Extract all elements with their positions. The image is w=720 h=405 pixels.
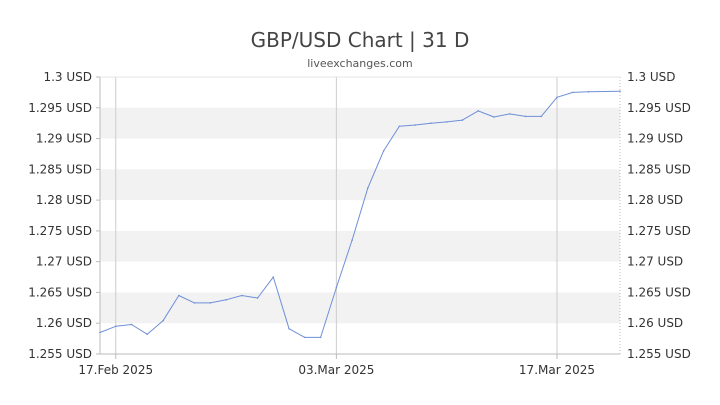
data-point [587, 90, 590, 93]
grid-band [100, 107, 620, 139]
data-point [382, 150, 385, 152]
data-point [461, 119, 464, 121]
data-point [99, 331, 101, 334]
data-point [477, 110, 479, 112]
data-point [193, 302, 196, 304]
data-point [114, 325, 117, 328]
y-axis-left-ticks: 1.3 USD 1.295 USD 1.29 USD 1.285 USD 1.28 US… [28, 70, 100, 361]
data-point [130, 323, 133, 326]
y-tick-label-right: 1.3 USD [627, 70, 676, 84]
data-point [225, 299, 227, 301]
x-tick-label: 17.Mar 2025 [519, 363, 595, 377]
chart-title: GBP/USD Chart | 31 D [251, 28, 470, 52]
x-axis-ticks: 17.Feb 2025 03.Mar 2025 17.Mar 2025 [78, 354, 595, 377]
x-tick-label: 03.Mar 2025 [298, 363, 374, 377]
y-tick-label-right: 1.255 USD [627, 347, 691, 361]
data-point [556, 96, 558, 99]
y-tick-label-left: 1.28 USD [36, 193, 92, 207]
y-tick-label-right: 1.26 USD [627, 316, 683, 330]
y-tick-label-right: 1.265 USD [627, 285, 691, 299]
x-tick-label: 17.Feb 2025 [78, 363, 153, 377]
data-point [619, 90, 621, 92]
data-point [319, 336, 322, 339]
data-point [430, 122, 432, 124]
data-point [524, 115, 527, 118]
y-tick-label-left: 1.27 USD [36, 255, 92, 269]
y-tick-label-right: 1.27 USD [627, 255, 683, 269]
data-point [351, 239, 353, 241]
grid-band [100, 230, 620, 262]
data-point [367, 187, 369, 189]
axes [99, 76, 621, 355]
y-tick-label-left: 1.265 USD [28, 285, 92, 299]
y-tick-label-left: 1.275 USD [28, 224, 92, 238]
y-tick-label-left: 1.26 USD [36, 316, 92, 330]
data-point [508, 113, 511, 115]
grid-band [100, 292, 620, 324]
data-point [304, 336, 306, 339]
y-tick-label-right: 1.275 USD [627, 224, 691, 238]
chart-subtitle: liveexchanges.com [307, 57, 412, 70]
grid-bands [100, 107, 620, 324]
y-tick-label-right: 1.29 USD [627, 132, 683, 146]
data-point [414, 124, 416, 126]
series-layer [99, 90, 621, 339]
vertical-gridlines [115, 77, 558, 354]
data-point [445, 121, 448, 123]
data-point [335, 286, 338, 289]
data-point [241, 294, 243, 297]
data-point [571, 91, 574, 94]
data-point [540, 115, 543, 118]
data-point [288, 327, 290, 330]
y-tick-label-left: 1.255 USD [28, 347, 92, 361]
y-tick-label-left: 1.285 USD [28, 162, 92, 176]
y-tick-label-right: 1.295 USD [627, 101, 691, 115]
data-point [272, 276, 275, 278]
data-point [177, 294, 180, 297]
grid-band [100, 169, 620, 201]
y-tick-label-right: 1.285 USD [627, 162, 691, 176]
data-point [493, 116, 495, 118]
data-point [398, 125, 401, 128]
y-tick-label-left: 1.295 USD [28, 101, 92, 115]
y-tick-label-right: 1.28 USD [627, 193, 683, 207]
y-axis-right-ticks: 1.3 USD 1.295 USD 1.29 USD 1.285 USD 1.28 US… [627, 70, 691, 361]
data-point [146, 333, 149, 336]
data-point [162, 319, 164, 322]
data-point [209, 302, 212, 304]
y-tick-label-left: 1.3 USD [43, 70, 92, 84]
data-point [256, 297, 259, 299]
y-tick-label-left: 1.29 USD [36, 132, 92, 146]
